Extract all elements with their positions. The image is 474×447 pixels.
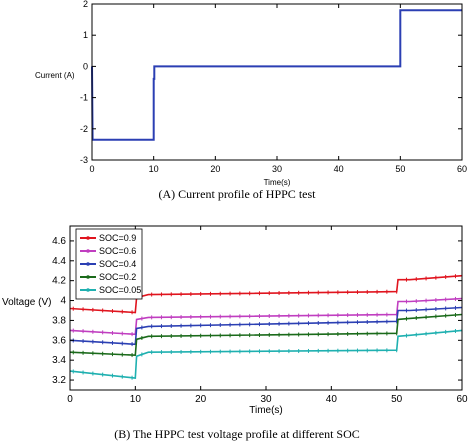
x-tick-label: 30: [272, 164, 282, 174]
x-tick-label: 0: [67, 394, 73, 405]
x-tick-label: 60: [457, 164, 467, 174]
y-tick-label: -2: [80, 124, 88, 134]
legend-marker: [86, 288, 90, 292]
legend-marker: [86, 262, 90, 266]
y-tick-label: 3.2: [52, 375, 66, 386]
figure-caption: (A) Current profile of HPPC test: [159, 187, 317, 201]
y-tick-label: 3.4: [52, 355, 66, 366]
y-tick-label: 2: [83, 0, 88, 9]
y-axis-label: Current (A): [35, 71, 75, 80]
series-line-4: [69, 329, 463, 379]
legend-marker: [86, 275, 90, 279]
plot-frame: [91, 3, 463, 161]
x-tick-label: 10: [149, 164, 159, 174]
y-tick-label: 3.6: [52, 335, 66, 346]
x-tick-label: 30: [260, 394, 272, 405]
y-tick-label: 4.6: [52, 236, 66, 247]
series-line-1: [69, 297, 463, 336]
x-tick-label: 40: [334, 164, 344, 174]
y-tick-label: -3: [80, 155, 88, 165]
chart-a: 0 10 20 30 40 50 60 -3 -2 -1 0 1 2 Time(s) Current (A)…: [35, 0, 467, 201]
series-line-0: [69, 274, 463, 314]
y-tick-label: 4.2: [52, 276, 66, 287]
x-tick-label: 50: [395, 164, 405, 174]
y-tick-label: 1: [83, 30, 88, 40]
x-tick-label: 20: [210, 164, 220, 174]
x-tick-label: 10: [130, 394, 142, 405]
x-tick-label: 50: [391, 394, 403, 405]
legend-label: SOC=0.4: [99, 259, 136, 269]
x-tick-label: 0: [89, 164, 94, 174]
legend-label: SOC=0.6: [99, 246, 136, 256]
y-tick-label: 3.8: [52, 315, 66, 326]
legend-label: SOC=0.9: [99, 233, 136, 243]
figure-caption: (B) The HPPC test voltage profile at dif…: [114, 427, 360, 441]
x-axis-label: Time(s): [264, 178, 291, 187]
x-axis-label: Time(s): [249, 405, 283, 416]
y-tick-label: 4.4: [52, 256, 66, 267]
legend-marker: [86, 236, 90, 240]
series-line-0: [91, 9, 462, 141]
x-tick-label: 60: [456, 394, 468, 405]
x-tick-label: 40: [326, 394, 338, 405]
legend-marker: [86, 249, 90, 253]
legend: SOC=0.9 SOC=0.6 SOC=0.4 SOC=0.2 SOC=0.05: [75, 228, 143, 300]
legend-label: SOC=0.2: [99, 272, 136, 282]
series-line-3: [69, 313, 463, 357]
x-tick-label: 20: [195, 394, 207, 405]
series-line-2: [69, 306, 463, 346]
y-tick-label: 4: [60, 296, 66, 307]
y-axis-label: Voltage (V): [2, 297, 51, 308]
legend-label: SOC=0.05: [99, 285, 141, 295]
y-tick-label: -1: [80, 93, 88, 103]
y-tick-label: 0: [83, 61, 88, 71]
chart-b: 0 10 20 30 40 50 60 3.2 3.4 3.6 3.8 4 4.2 4.4 4.6 Time(…: [2, 225, 468, 441]
